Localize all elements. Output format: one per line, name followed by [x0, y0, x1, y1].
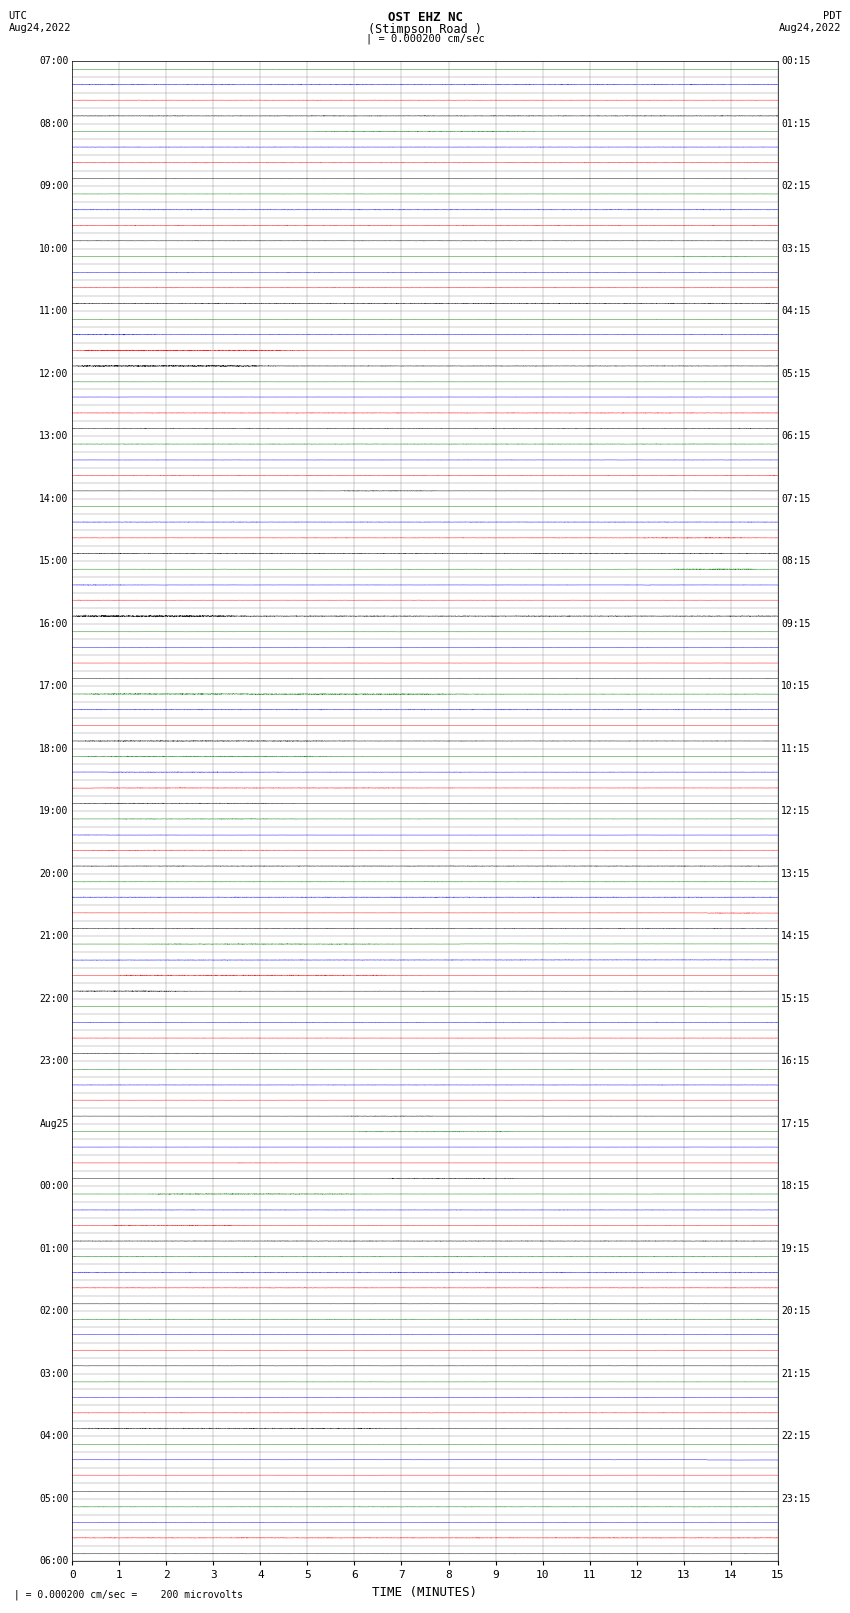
Text: 14:00: 14:00: [39, 494, 69, 503]
Text: 02:00: 02:00: [39, 1307, 69, 1316]
Text: 07:15: 07:15: [781, 494, 811, 503]
Text: 17:15: 17:15: [781, 1119, 811, 1129]
Text: 22:00: 22:00: [39, 994, 69, 1003]
Text: 17:00: 17:00: [39, 681, 69, 692]
Text: UTC: UTC: [8, 11, 27, 21]
Text: 13:00: 13:00: [39, 431, 69, 442]
Text: (Stimpson Road ): (Stimpson Road ): [368, 23, 482, 35]
Text: 20:15: 20:15: [781, 1307, 811, 1316]
Text: 06:15: 06:15: [781, 431, 811, 442]
Text: OST EHZ NC: OST EHZ NC: [388, 11, 462, 24]
Text: 13:15: 13:15: [781, 869, 811, 879]
Text: 19:15: 19:15: [781, 1244, 811, 1253]
Text: 21:15: 21:15: [781, 1369, 811, 1379]
Text: 20:00: 20:00: [39, 869, 69, 879]
Text: 22:15: 22:15: [781, 1431, 811, 1442]
X-axis label: TIME (MINUTES): TIME (MINUTES): [372, 1586, 478, 1598]
Text: 07:00: 07:00: [39, 56, 69, 66]
Text: 15:00: 15:00: [39, 556, 69, 566]
Text: 09:00: 09:00: [39, 181, 69, 192]
Text: 18:00: 18:00: [39, 744, 69, 753]
Text: 09:15: 09:15: [781, 619, 811, 629]
Text: 05:00: 05:00: [39, 1494, 69, 1503]
Text: 21:00: 21:00: [39, 931, 69, 942]
Text: 14:15: 14:15: [781, 931, 811, 942]
Text: 08:00: 08:00: [39, 119, 69, 129]
Text: 23:00: 23:00: [39, 1057, 69, 1066]
Text: 16:00: 16:00: [39, 619, 69, 629]
Text: 02:15: 02:15: [781, 181, 811, 192]
Text: 11:00: 11:00: [39, 306, 69, 316]
Text: Aug24,2022: Aug24,2022: [8, 23, 71, 32]
Text: | = 0.000200 cm/sec: | = 0.000200 cm/sec: [366, 34, 484, 45]
Text: 08:15: 08:15: [781, 556, 811, 566]
Text: 00:00: 00:00: [39, 1181, 69, 1192]
Text: 10:15: 10:15: [781, 681, 811, 692]
Text: 18:15: 18:15: [781, 1181, 811, 1192]
Text: 03:15: 03:15: [781, 244, 811, 253]
Text: | = 0.000200 cm/sec =    200 microvolts: | = 0.000200 cm/sec = 200 microvolts: [8, 1589, 243, 1600]
Text: 05:15: 05:15: [781, 369, 811, 379]
Text: 03:00: 03:00: [39, 1369, 69, 1379]
Text: 15:15: 15:15: [781, 994, 811, 1003]
Text: Aug24,2022: Aug24,2022: [779, 23, 842, 32]
Text: PDT: PDT: [823, 11, 842, 21]
Text: 12:00: 12:00: [39, 369, 69, 379]
Text: 01:00: 01:00: [39, 1244, 69, 1253]
Text: 04:00: 04:00: [39, 1431, 69, 1442]
Text: 10:00: 10:00: [39, 244, 69, 253]
Text: 11:15: 11:15: [781, 744, 811, 753]
Text: Aug25: Aug25: [39, 1119, 69, 1129]
Text: 16:15: 16:15: [781, 1057, 811, 1066]
Text: 04:15: 04:15: [781, 306, 811, 316]
Text: 12:15: 12:15: [781, 806, 811, 816]
Text: 00:15: 00:15: [781, 56, 811, 66]
Text: 19:00: 19:00: [39, 806, 69, 816]
Text: 06:00: 06:00: [39, 1557, 69, 1566]
Text: 23:15: 23:15: [781, 1494, 811, 1503]
Text: 01:15: 01:15: [781, 119, 811, 129]
